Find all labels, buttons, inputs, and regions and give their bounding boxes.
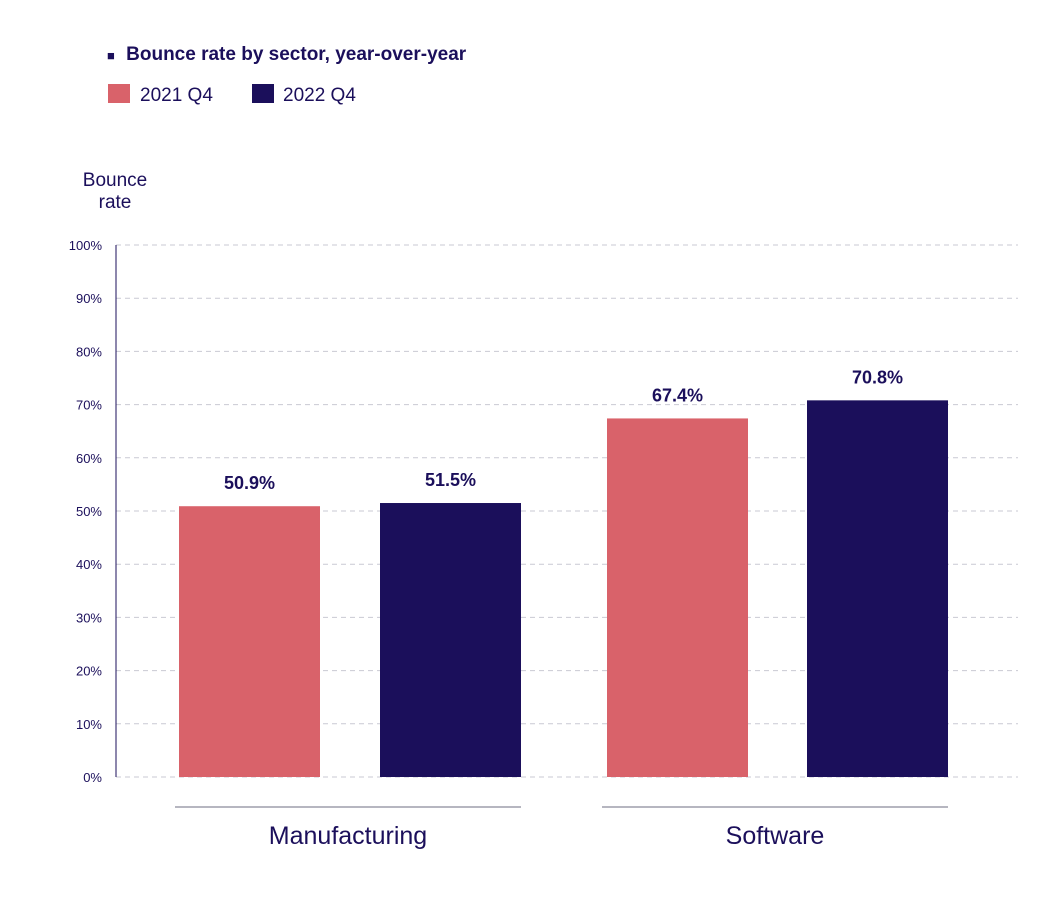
- legend-swatch-2021-q4: [108, 84, 130, 103]
- bar-software-2022-q4: [807, 400, 948, 777]
- y-tick-label-60: 60%: [76, 451, 102, 466]
- bars: [179, 400, 948, 777]
- y-tick-label-70: 70%: [76, 398, 102, 413]
- category-label-manufacturing: Manufacturing: [269, 822, 427, 850]
- data-label-software-2022-q4: 70.8%: [852, 367, 903, 387]
- bar-manufacturing-2022-q4: [380, 503, 521, 777]
- legend-swatch-2022-q4: [252, 84, 274, 103]
- y-tick-label-20: 20%: [76, 664, 102, 679]
- legend: 2021 Q4 2022 Q4: [108, 84, 356, 106]
- bar-manufacturing-2021-q4: [179, 506, 320, 777]
- chart-title: ■ Bounce rate by sector, year-over-year: [107, 44, 467, 65]
- y-tick-label-0: 0%: [83, 770, 102, 785]
- y-tick-labels: 0% 10% 20% 30% 40% 50% 60% 70% 80% 90% 100%: [69, 238, 103, 785]
- category-label-software: Software: [726, 822, 825, 850]
- y-tick-label-80: 80%: [76, 344, 102, 359]
- y-tick-label-100: 100%: [69, 238, 103, 253]
- data-label-manufacturing-2021-q4: 50.9%: [224, 473, 275, 493]
- y-axis-title-line-2: rate: [99, 192, 132, 213]
- title-marker: ■: [107, 48, 115, 63]
- data-labels: 50.9% 51.5% 67.4% 70.8%: [224, 367, 903, 493]
- legend-label-2021-q4: 2021 Q4: [140, 85, 213, 106]
- y-tick-label-30: 30%: [76, 610, 102, 625]
- y-tick-label-90: 90%: [76, 291, 102, 306]
- y-tick-label-10: 10%: [76, 717, 102, 732]
- y-tick-label-40: 40%: [76, 557, 102, 572]
- legend-label-2022-q4: 2022 Q4: [283, 85, 356, 106]
- data-label-software-2021-q4: 67.4%: [652, 385, 703, 405]
- title-text: Bounce rate by sector, year-over-year: [126, 44, 467, 65]
- bar-software-2021-q4: [607, 418, 748, 777]
- y-tick-label-50: 50%: [76, 504, 102, 519]
- data-label-manufacturing-2022-q4: 51.5%: [425, 470, 476, 490]
- y-axis-title-line-1: Bounce: [83, 170, 147, 191]
- category-axis: Manufacturing Software: [175, 806, 948, 850]
